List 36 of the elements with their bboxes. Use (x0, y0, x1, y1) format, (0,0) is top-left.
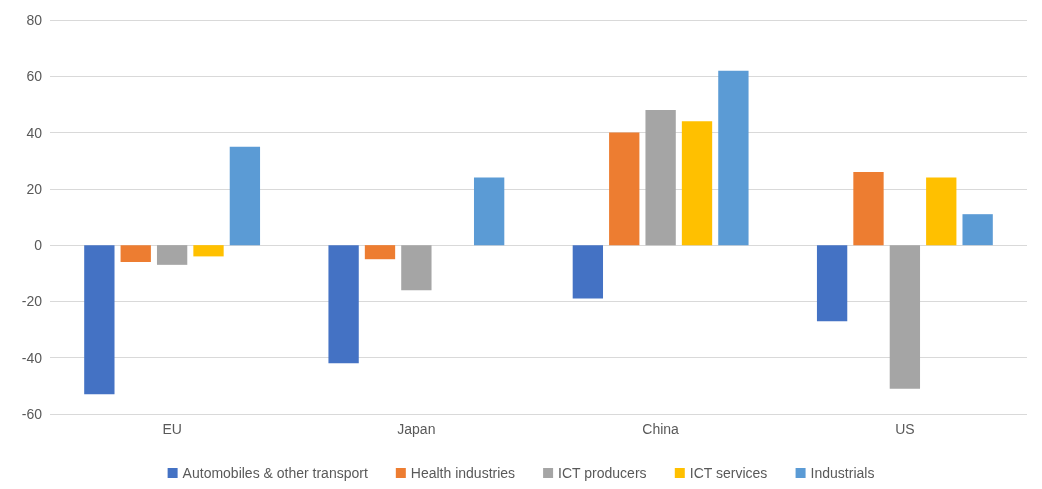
bar (473, 177, 505, 246)
bar (229, 146, 261, 246)
legend-label: Automobiles & other transport (182, 465, 368, 481)
y-tick-label: -20 (21, 293, 43, 310)
y-tick-label: 40 (26, 124, 43, 141)
bar (401, 245, 432, 291)
x-tick-label: China (642, 421, 680, 437)
legend-label: ICT producers (558, 465, 647, 481)
bar (156, 245, 188, 265)
bar (84, 245, 115, 395)
bar (120, 245, 151, 263)
bar (364, 245, 396, 260)
bar (193, 245, 224, 257)
x-tick-label: EU (162, 421, 182, 437)
legend-label: Industrials (810, 465, 875, 481)
x-tick-label: US (895, 421, 915, 437)
bar (962, 214, 993, 246)
bar (816, 245, 848, 322)
bar (645, 110, 676, 246)
bar (889, 245, 921, 389)
bar (572, 245, 604, 299)
y-tick-label: 0 (34, 237, 43, 254)
bar (853, 171, 884, 246)
legend-label: ICT services (689, 465, 768, 481)
y-tick-label: 60 (26, 68, 43, 85)
y-tick-label: -60 (21, 406, 43, 422)
bar (328, 245, 359, 364)
y-tick-label: -40 (21, 349, 43, 366)
y-tick-label: 20 (26, 180, 43, 197)
bar (926, 177, 957, 246)
bar (718, 70, 749, 246)
bar (681, 121, 713, 246)
y-tick-label: 80 (26, 12, 43, 28)
bar (609, 132, 640, 246)
x-tick-label: Japan (397, 421, 436, 437)
legend-label: Health industries (410, 465, 516, 481)
